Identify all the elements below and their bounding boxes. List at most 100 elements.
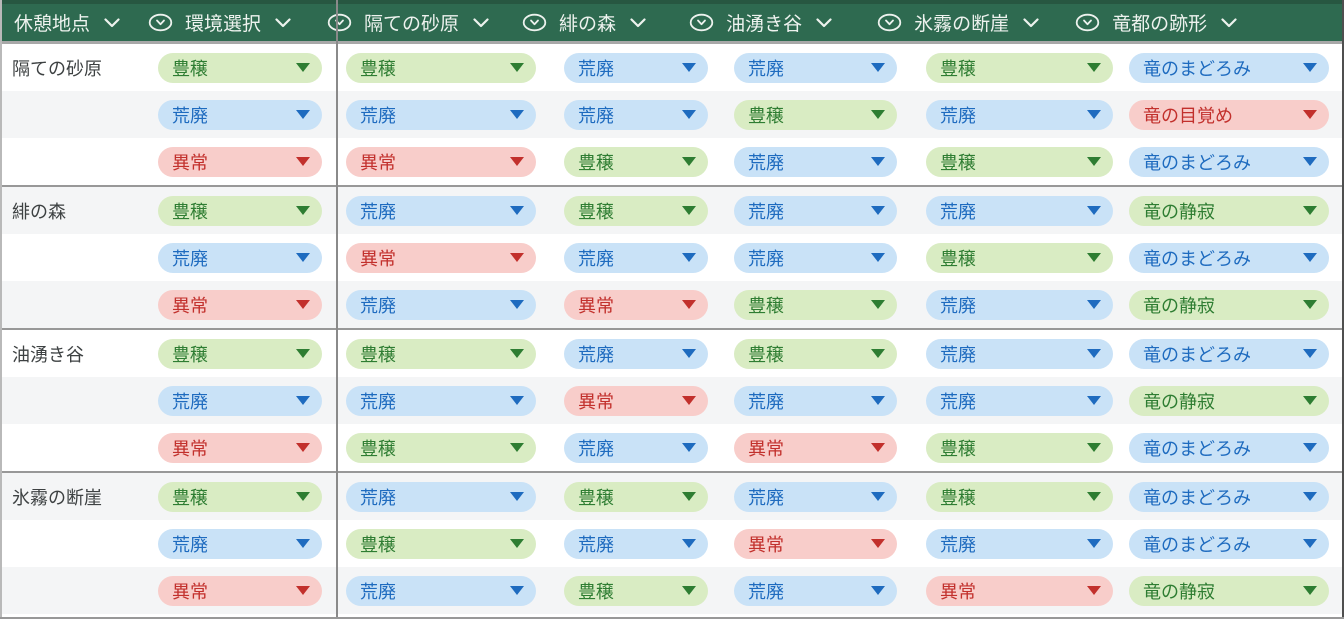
locale-env-dropdown[interactable]: 豊穣 bbox=[734, 338, 897, 369]
env-select-dropdown[interactable]: 異常 bbox=[158, 432, 322, 463]
locale-env-dropdown[interactable]: 荒廃 bbox=[564, 432, 708, 463]
env-select-dropdown[interactable]: 異常 bbox=[158, 289, 322, 320]
locale-env-cell: 荒廃 bbox=[722, 138, 912, 185]
header-rest-point[interactable]: 休憩地点 bbox=[14, 9, 120, 36]
rest-point-label: 氷霧の断崖 bbox=[0, 473, 146, 520]
dragon-state-cell: 竜のまどろみ bbox=[1121, 330, 1344, 377]
locale-env-dropdown[interactable]: 異常 bbox=[564, 385, 708, 416]
locale-env-dropdown[interactable]: 荒廃 bbox=[734, 146, 897, 177]
locale-env-dropdown-value: 異常 bbox=[748, 438, 784, 459]
dragon-state-dropdown[interactable]: 竜のまどろみ bbox=[1129, 528, 1329, 559]
locale-env-dropdown[interactable]: 異常 bbox=[346, 146, 536, 177]
locale-env-dropdown[interactable]: 異常 bbox=[734, 528, 897, 559]
env-select-dropdown[interactable]: 荒廃 bbox=[158, 242, 322, 273]
header-col-label: 緋の森 bbox=[559, 14, 617, 35]
locale-env-dropdown[interactable]: 豊穣 bbox=[734, 289, 897, 320]
locale-env-dropdown[interactable]: 豊穣 bbox=[346, 52, 536, 83]
env-select-dropdown[interactable]: 豊穣 bbox=[158, 195, 322, 226]
locale-env-cell: 荒廃 bbox=[338, 567, 550, 614]
header-col-scarlet-forest[interactable]: 緋の森 bbox=[522, 9, 646, 36]
dragon-state-dropdown[interactable]: 竜の静寂 bbox=[1129, 195, 1329, 226]
locale-env-dropdown[interactable]: 荒廃 bbox=[346, 481, 536, 512]
locale-env-dropdown[interactable]: 荒廃 bbox=[926, 289, 1113, 320]
dragon-state-dropdown[interactable]: 竜のまどろみ bbox=[1129, 432, 1329, 463]
locale-env-cell: 荒廃 bbox=[338, 473, 550, 520]
env-select-dropdown[interactable]: 異常 bbox=[158, 146, 322, 177]
locale-env-dropdown[interactable]: 豊穣 bbox=[564, 575, 708, 606]
locale-env-dropdown-value: 豊穣 bbox=[940, 152, 976, 173]
locale-env-dropdown-value: 荒廃 bbox=[748, 487, 784, 508]
env-select-dropdown[interactable]: 荒廃 bbox=[158, 385, 322, 416]
locale-env-dropdown[interactable]: 豊穣 bbox=[564, 195, 708, 226]
dragon-state-dropdown-value: 竜の目覚め bbox=[1143, 105, 1233, 126]
env-select-dropdown[interactable]: 荒廃 bbox=[158, 99, 322, 130]
header-col-oilwell-basin[interactable]: 油湧き谷 bbox=[689, 9, 832, 36]
locale-env-dropdown[interactable]: 荒廃 bbox=[734, 575, 897, 606]
locale-env-dropdown[interactable]: 豊穣 bbox=[346, 338, 536, 369]
dropdown-arrow-icon bbox=[871, 492, 885, 501]
header-col-windward-plains[interactable]: 隔ての砂原 bbox=[327, 9, 489, 36]
header-col-iceshard-cliffs[interactable]: 氷霧の断崖 bbox=[877, 9, 1039, 36]
dragon-state-dropdown[interactable]: 竜の静寂 bbox=[1129, 385, 1329, 416]
locale-env-dropdown[interactable]: 異常 bbox=[346, 242, 536, 273]
env-select-dropdown[interactable]: 荒廃 bbox=[158, 528, 322, 559]
locale-env-dropdown[interactable]: 豊穣 bbox=[926, 242, 1113, 273]
locale-env-dropdown[interactable]: 荒廃 bbox=[564, 52, 708, 83]
dragon-state-dropdown[interactable]: 竜のまどろみ bbox=[1129, 481, 1329, 512]
locale-env-dropdown[interactable]: 荒廃 bbox=[564, 242, 708, 273]
env-select-dropdown[interactable]: 豊穣 bbox=[158, 481, 322, 512]
locale-env-dropdown[interactable]: 豊穣 bbox=[564, 146, 708, 177]
locale-env-dropdown[interactable]: 荒廃 bbox=[564, 99, 708, 130]
locale-env-cell: 異常 bbox=[550, 377, 722, 424]
dragon-state-cell: 竜のまどろみ bbox=[1121, 138, 1344, 185]
locale-env-dropdown[interactable]: 豊穣 bbox=[926, 481, 1113, 512]
env-select-dropdown[interactable]: 異常 bbox=[158, 575, 322, 606]
locale-env-dropdown[interactable]: 荒廃 bbox=[346, 99, 536, 130]
locale-env-cell: 荒廃 bbox=[722, 473, 912, 520]
locale-env-dropdown[interactable]: 荒廃 bbox=[734, 481, 897, 512]
locale-env-dropdown[interactable]: 荒廃 bbox=[926, 195, 1113, 226]
locale-env-dropdown[interactable]: 荒廃 bbox=[926, 338, 1113, 369]
dragon-state-dropdown[interactable]: 竜のまどろみ bbox=[1129, 146, 1329, 177]
dragon-state-dropdown[interactable]: 竜の静寂 bbox=[1129, 289, 1329, 320]
locale-env-dropdown[interactable]: 荒廃 bbox=[346, 289, 536, 320]
dragon-state-dropdown[interactable]: 竜の静寂 bbox=[1129, 575, 1329, 606]
locale-env-dropdown[interactable]: 豊穣 bbox=[734, 99, 897, 130]
env-select-dropdown[interactable]: 豊穣 bbox=[158, 52, 322, 83]
locale-env-dropdown[interactable]: 豊穣 bbox=[926, 146, 1113, 177]
locale-env-dropdown[interactable]: 異常 bbox=[926, 575, 1113, 606]
locale-env-dropdown[interactable]: 荒廃 bbox=[926, 528, 1113, 559]
locale-env-dropdown[interactable]: 異常 bbox=[734, 432, 897, 463]
dropdown-arrow-icon bbox=[296, 586, 310, 595]
dragon-state-dropdown[interactable]: 竜のまどろみ bbox=[1129, 338, 1329, 369]
locale-env-dropdown[interactable]: 荒廃 bbox=[564, 528, 708, 559]
locale-env-dropdown[interactable]: 荒廃 bbox=[734, 385, 897, 416]
locale-env-dropdown[interactable]: 荒廃 bbox=[926, 385, 1113, 416]
locale-env-dropdown-value: 荒廃 bbox=[748, 581, 784, 602]
header-col-env-select[interactable]: 環境選択 bbox=[148, 9, 291, 36]
locale-env-dropdown[interactable]: 荒廃 bbox=[734, 52, 897, 83]
locale-env-dropdown[interactable]: 荒廃 bbox=[346, 575, 536, 606]
locale-env-dropdown[interactable]: 豊穣 bbox=[926, 432, 1113, 463]
locale-env-cell: 荒廃 bbox=[550, 520, 722, 567]
locale-env-dropdown[interactable]: 荒廃 bbox=[926, 99, 1113, 130]
locale-env-dropdown[interactable]: 荒廃 bbox=[346, 195, 536, 226]
table-row: 異常 荒廃 異常 豊穣 荒廃 竜の静寂 bbox=[0, 281, 1344, 328]
locale-env-cell: 豊穣 bbox=[722, 91, 912, 138]
env-select-dropdown[interactable]: 豊穣 bbox=[158, 338, 322, 369]
header-col-ruins-of-wyveria[interactable]: 竜都の跡形 bbox=[1075, 9, 1237, 36]
locale-env-dropdown[interactable]: 豊穣 bbox=[346, 432, 536, 463]
locale-env-dropdown[interactable]: 豊穣 bbox=[346, 528, 536, 559]
dragon-state-dropdown[interactable]: 竜のまどろみ bbox=[1129, 52, 1329, 83]
locale-env-cell: 異常 bbox=[912, 567, 1121, 614]
locale-env-dropdown[interactable]: 荒廃 bbox=[346, 385, 536, 416]
locale-env-dropdown[interactable]: 荒廃 bbox=[734, 242, 897, 273]
dragon-state-dropdown[interactable]: 竜のまどろみ bbox=[1129, 242, 1329, 273]
locale-env-dropdown[interactable]: 荒廃 bbox=[734, 195, 897, 226]
locale-env-dropdown[interactable]: 豊穣 bbox=[564, 481, 708, 512]
locale-env-dropdown[interactable]: 異常 bbox=[564, 289, 708, 320]
locale-env-dropdown[interactable]: 荒廃 bbox=[564, 338, 708, 369]
dragon-state-dropdown[interactable]: 竜の目覚め bbox=[1129, 99, 1329, 130]
locale-env-dropdown[interactable]: 豊穣 bbox=[926, 52, 1113, 83]
